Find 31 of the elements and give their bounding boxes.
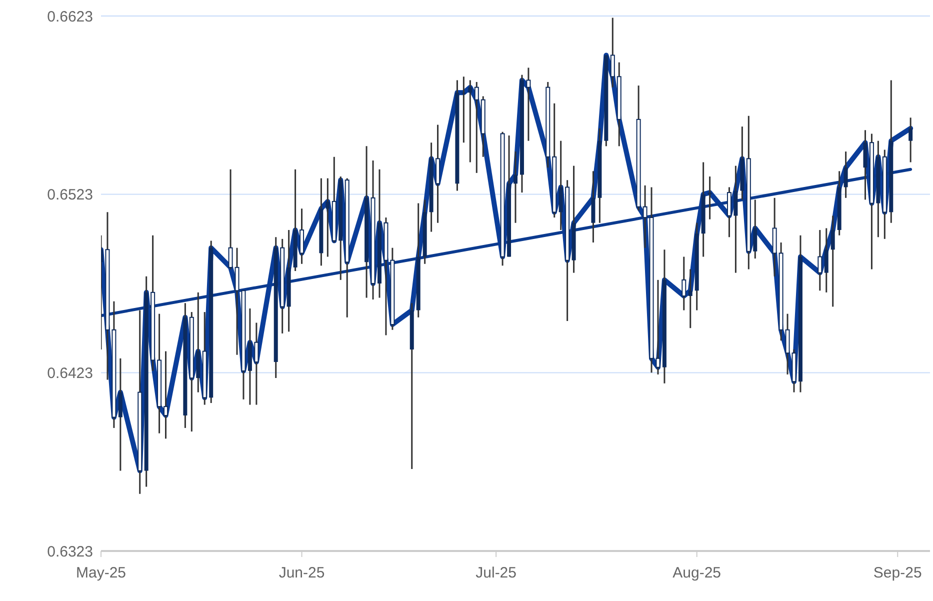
candlestick (300, 208, 304, 265)
candlestick (514, 150, 518, 224)
candlestick (326, 178, 330, 258)
x-tick-label: Jun-25 (278, 564, 325, 582)
x-tick-label: Sep-25 (873, 564, 922, 582)
y-tick-label: 0.6423 (47, 364, 93, 382)
candlestick (474, 81, 479, 174)
candlestick (830, 214, 835, 308)
x-tick-label: Jul-25 (476, 564, 516, 582)
candlestick (164, 350, 168, 440)
candlestick (610, 17, 615, 88)
x-tick-label: Aug-25 (672, 564, 722, 582)
candlestick (908, 116, 913, 163)
candlestick (753, 198, 758, 260)
candlestick (682, 256, 686, 311)
y-tick-label: 0.6523 (47, 186, 93, 204)
candlestick (526, 66, 531, 142)
y-tick-label: 0.6623 (47, 8, 93, 26)
candlestick (462, 76, 466, 144)
candlestick (642, 184, 648, 249)
candlestick (844, 150, 848, 199)
x-tick-label: May-25 (76, 564, 126, 582)
candlestick (818, 229, 822, 292)
y-tick-label: 0.6323 (47, 543, 93, 560)
candlestick (254, 322, 259, 406)
candlestick (468, 79, 472, 163)
candlestick (708, 176, 712, 220)
candlestick (726, 186, 732, 238)
candlestick (824, 227, 828, 294)
candlestick (688, 268, 692, 329)
candlestick (228, 168, 233, 270)
